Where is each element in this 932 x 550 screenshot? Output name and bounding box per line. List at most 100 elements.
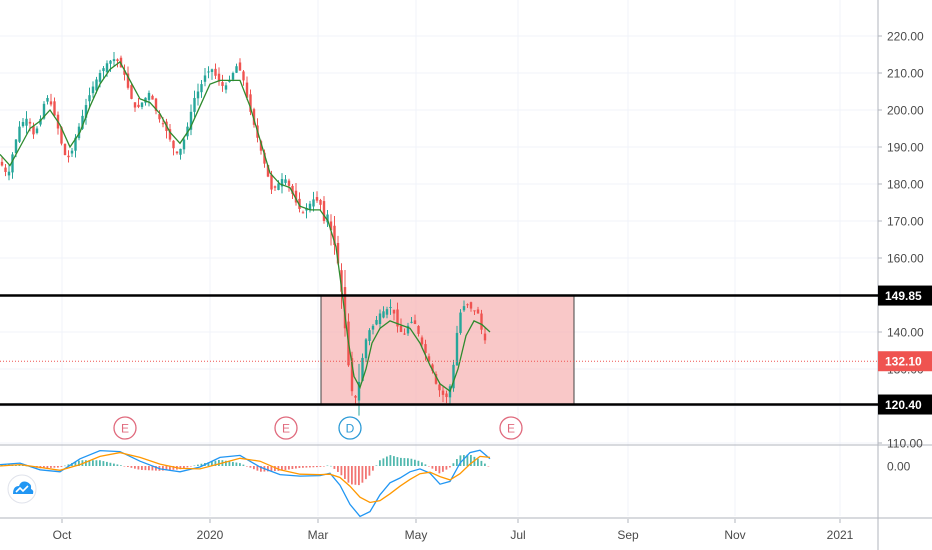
candle-body: [312, 199, 315, 207]
candle-body: [431, 364, 434, 371]
candle-body: [21, 122, 25, 127]
candle-body: [249, 94, 252, 112]
macd-histogram-bar: [442, 466, 444, 472]
candle-body: [172, 140, 175, 149]
time-axis-label: Nov: [724, 528, 745, 542]
candle-body: [42, 103, 46, 119]
macd-histogram-bar: [470, 455, 472, 466]
candle-body: [158, 114, 161, 120]
macd-histogram-bar: [200, 463, 203, 466]
macd-histogram-bar: [379, 460, 381, 466]
candle-body: [84, 105, 88, 118]
time-axis-label: Jul: [510, 528, 525, 542]
macd-histogram-bar: [228, 461, 231, 466]
macd-histogram-bar: [372, 466, 374, 471]
candle-body: [200, 84, 203, 93]
candle-body: [476, 309, 480, 314]
candle-body: [217, 73, 221, 82]
event-marker-label: D: [346, 422, 355, 436]
candle-body: [63, 144, 67, 156]
macd-histogram-bar: [67, 464, 70, 466]
candle-body: [392, 309, 396, 314]
candle-body: [455, 332, 459, 366]
macd-histogram-bar: [260, 466, 262, 472]
macd-histogram-bar: [113, 463, 115, 466]
macd-histogram-bar: [267, 466, 269, 472]
candle-body: [350, 358, 354, 392]
candle-body: [252, 109, 256, 125]
macd-histogram-bar: [463, 455, 465, 466]
macd-histogram-bar: [382, 458, 385, 466]
macd-histogram-bar: [120, 465, 122, 466]
candle-body: [105, 63, 109, 73]
macd-histogram-bar: [344, 466, 346, 479]
macd-histogram-bar: [60, 466, 63, 467]
candle-body: [60, 127, 63, 144]
candle-body: [263, 152, 266, 164]
candle-body: [133, 102, 137, 108]
price-axis[interactable]: 220.00 210.00 200.00 190.00 180.00 170.00 160.…: [878, 30, 932, 474]
candle-body: [151, 95, 154, 100]
macd-histogram-bar: [428, 466, 430, 467]
macd-histogram-bar: [330, 465, 332, 467]
candle-body: [11, 154, 14, 173]
candle-body: [410, 321, 413, 323]
candle-body: [427, 356, 431, 362]
price-axis-label: 110.00: [887, 437, 923, 451]
candle-body: [322, 201, 326, 221]
candle-body: [280, 179, 284, 187]
macd-histogram-bar: [288, 466, 290, 470]
candle-body: [238, 62, 242, 71]
candle-body: [189, 111, 193, 130]
macd-histogram-bar: [197, 464, 199, 466]
macd-histogram-bar: [445, 466, 448, 470]
candle-body: [452, 364, 455, 389]
price-axis-label: 170.00: [887, 215, 924, 229]
candle-body: [466, 304, 469, 306]
macd-histogram-bar: [218, 459, 220, 466]
macd-histogram-bar: [127, 466, 129, 467]
candle-body: [329, 221, 333, 231]
candle-body: [277, 183, 280, 190]
macd-histogram-bar: [46, 466, 49, 469]
macd-histogram-bar: [323, 466, 325, 467]
macd-histogram-bar: [309, 466, 311, 468]
candle-body: [175, 151, 179, 154]
candle-body: [182, 139, 186, 150]
event-marker-circle: [338, 416, 362, 440]
candle-body: [18, 126, 21, 142]
candle-body: [357, 381, 361, 401]
consolidation-range-box[interactable]: [320, 295, 575, 406]
tradingview-logo[interactable]: [7, 474, 37, 504]
candle-body: [413, 320, 417, 324]
candle-body: [126, 73, 130, 88]
candle-body: [88, 95, 91, 102]
event-marker-label: E: [282, 422, 290, 436]
candle-body: [161, 123, 165, 125]
candle-body: [326, 214, 329, 223]
macd-histogram-bar: [155, 466, 157, 471]
macd-histogram-bar: [351, 466, 353, 485]
macd-histogram-bar: [484, 463, 486, 466]
time-axis[interactable]: Oct 2020 Mar May Jul Sep Nov 2021: [53, 519, 854, 542]
candle-body: [74, 137, 77, 151]
candle-body: [231, 73, 235, 80]
macd-histogram-bar: [270, 466, 273, 472]
candle-body: [70, 150, 74, 154]
candle-body: [0, 161, 4, 166]
candle-body: [469, 302, 473, 309]
candle-body: [32, 126, 35, 135]
candle-body: [123, 70, 126, 75]
horizontal-levels[interactable]: [0, 294, 878, 406]
macd-histogram-bar: [50, 466, 52, 468]
candle-body: [483, 333, 487, 341]
candle-body: [28, 121, 32, 124]
macd-histogram-bar: [466, 454, 469, 466]
candle-body: [25, 118, 28, 126]
macd-histogram-bar: [256, 466, 259, 471]
macd-histogram-bar: [64, 465, 66, 467]
candle-body: [333, 225, 336, 246]
candle-body: [137, 104, 140, 107]
